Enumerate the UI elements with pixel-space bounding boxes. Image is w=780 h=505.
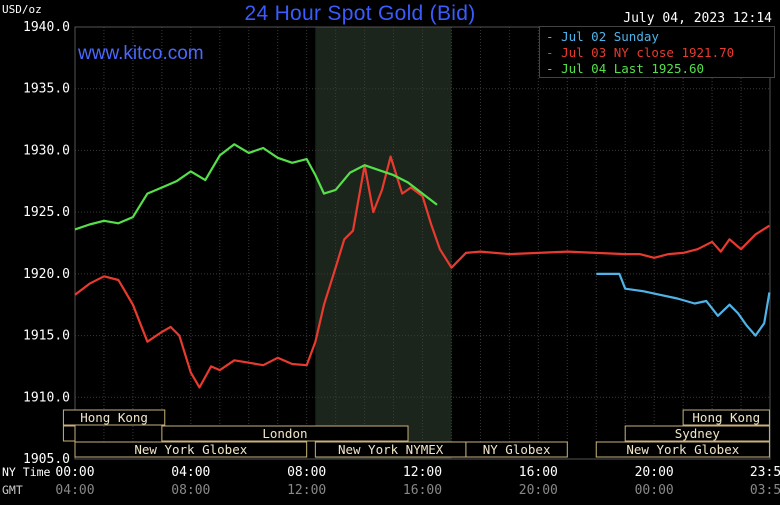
watermark: www.kitco.com <box>78 43 204 64</box>
y-tick-label: 1935.0 <box>23 82 70 97</box>
x-tick-label-gmt: 16:00 <box>403 483 442 498</box>
x-tick-label-ny: 04:00 <box>171 465 210 480</box>
session-label: New York NYMEX <box>338 442 444 457</box>
session-bar <box>465 441 568 458</box>
session-bar <box>62 425 76 442</box>
session-bar <box>595 441 770 458</box>
timestamp: July 04, 2023 12:14 <box>623 11 772 26</box>
session-label: NY Globex <box>483 442 551 457</box>
y-tick-label: 1915.0 <box>23 329 70 344</box>
y-tick-label: 1905.0 <box>23 452 70 467</box>
x-tick-label-ny: 12:00 <box>403 465 442 480</box>
chart-title: 24 Hour Spot Gold (Bid) <box>244 2 476 25</box>
legend-item-jul02: - Jul 02 Sunday <box>546 29 659 44</box>
x-tick-label-ny: 08:00 <box>287 465 326 480</box>
x-axis-label-ny: NY Time <box>2 465 51 479</box>
session-bar <box>682 409 770 426</box>
x-tick-label-ny: 23:59 <box>750 465 780 480</box>
x-tick-label-ny: 00:00 <box>55 465 94 480</box>
session-label: Hong Kong <box>80 410 148 425</box>
x-tick-label-gmt: 08:00 <box>171 483 210 498</box>
session-bar <box>624 425 770 442</box>
y-tick-label: 1940.0 <box>23 20 70 35</box>
y-tick-label: 1930.0 <box>23 143 70 158</box>
x-tick-label-gmt: 00:00 <box>635 483 674 498</box>
x-tick-label-gmt: 04:00 <box>55 483 94 498</box>
session-bar <box>62 409 166 426</box>
x-tick-label-gmt: 03:59 <box>750 483 780 498</box>
legend-item-jul04: - Jul 04 Last 1925.60 <box>546 61 705 76</box>
session-label: New York Globex <box>626 442 739 457</box>
x-axis-label-gmt: GMT <box>2 483 23 497</box>
y-tick-label: 1920.0 <box>23 267 70 282</box>
y-tick-label: 1910.0 <box>23 390 70 405</box>
session-label: London <box>262 426 307 441</box>
plot-frame <box>74 26 771 460</box>
series-line-jul04 <box>74 143 438 231</box>
session-label: Sydney <box>675 426 721 441</box>
session-label: Hong Kong <box>692 410 760 425</box>
nymex-shade <box>315 27 452 459</box>
series-line-jul03 <box>74 155 770 389</box>
x-tick-label-ny: 20:00 <box>635 465 674 480</box>
x-tick-label-ny: 16:00 <box>519 465 558 480</box>
legend-item-jul03: - Jul 03 NY close 1921.70 <box>546 45 735 60</box>
series-line-jul02 <box>596 272 771 337</box>
x-tick-label-gmt: 20:00 <box>519 483 558 498</box>
y-units-label: USD/oz <box>2 3 42 16</box>
session-label: New York Globex <box>134 442 247 457</box>
session-bar <box>161 425 409 442</box>
legend: - Jul 02 Sunday - Jul 03 NY close 1921.7… <box>539 26 775 78</box>
session-bar <box>74 441 308 458</box>
x-tick-label-gmt: 12:00 <box>287 483 326 498</box>
y-tick-label: 1925.0 <box>23 205 70 220</box>
